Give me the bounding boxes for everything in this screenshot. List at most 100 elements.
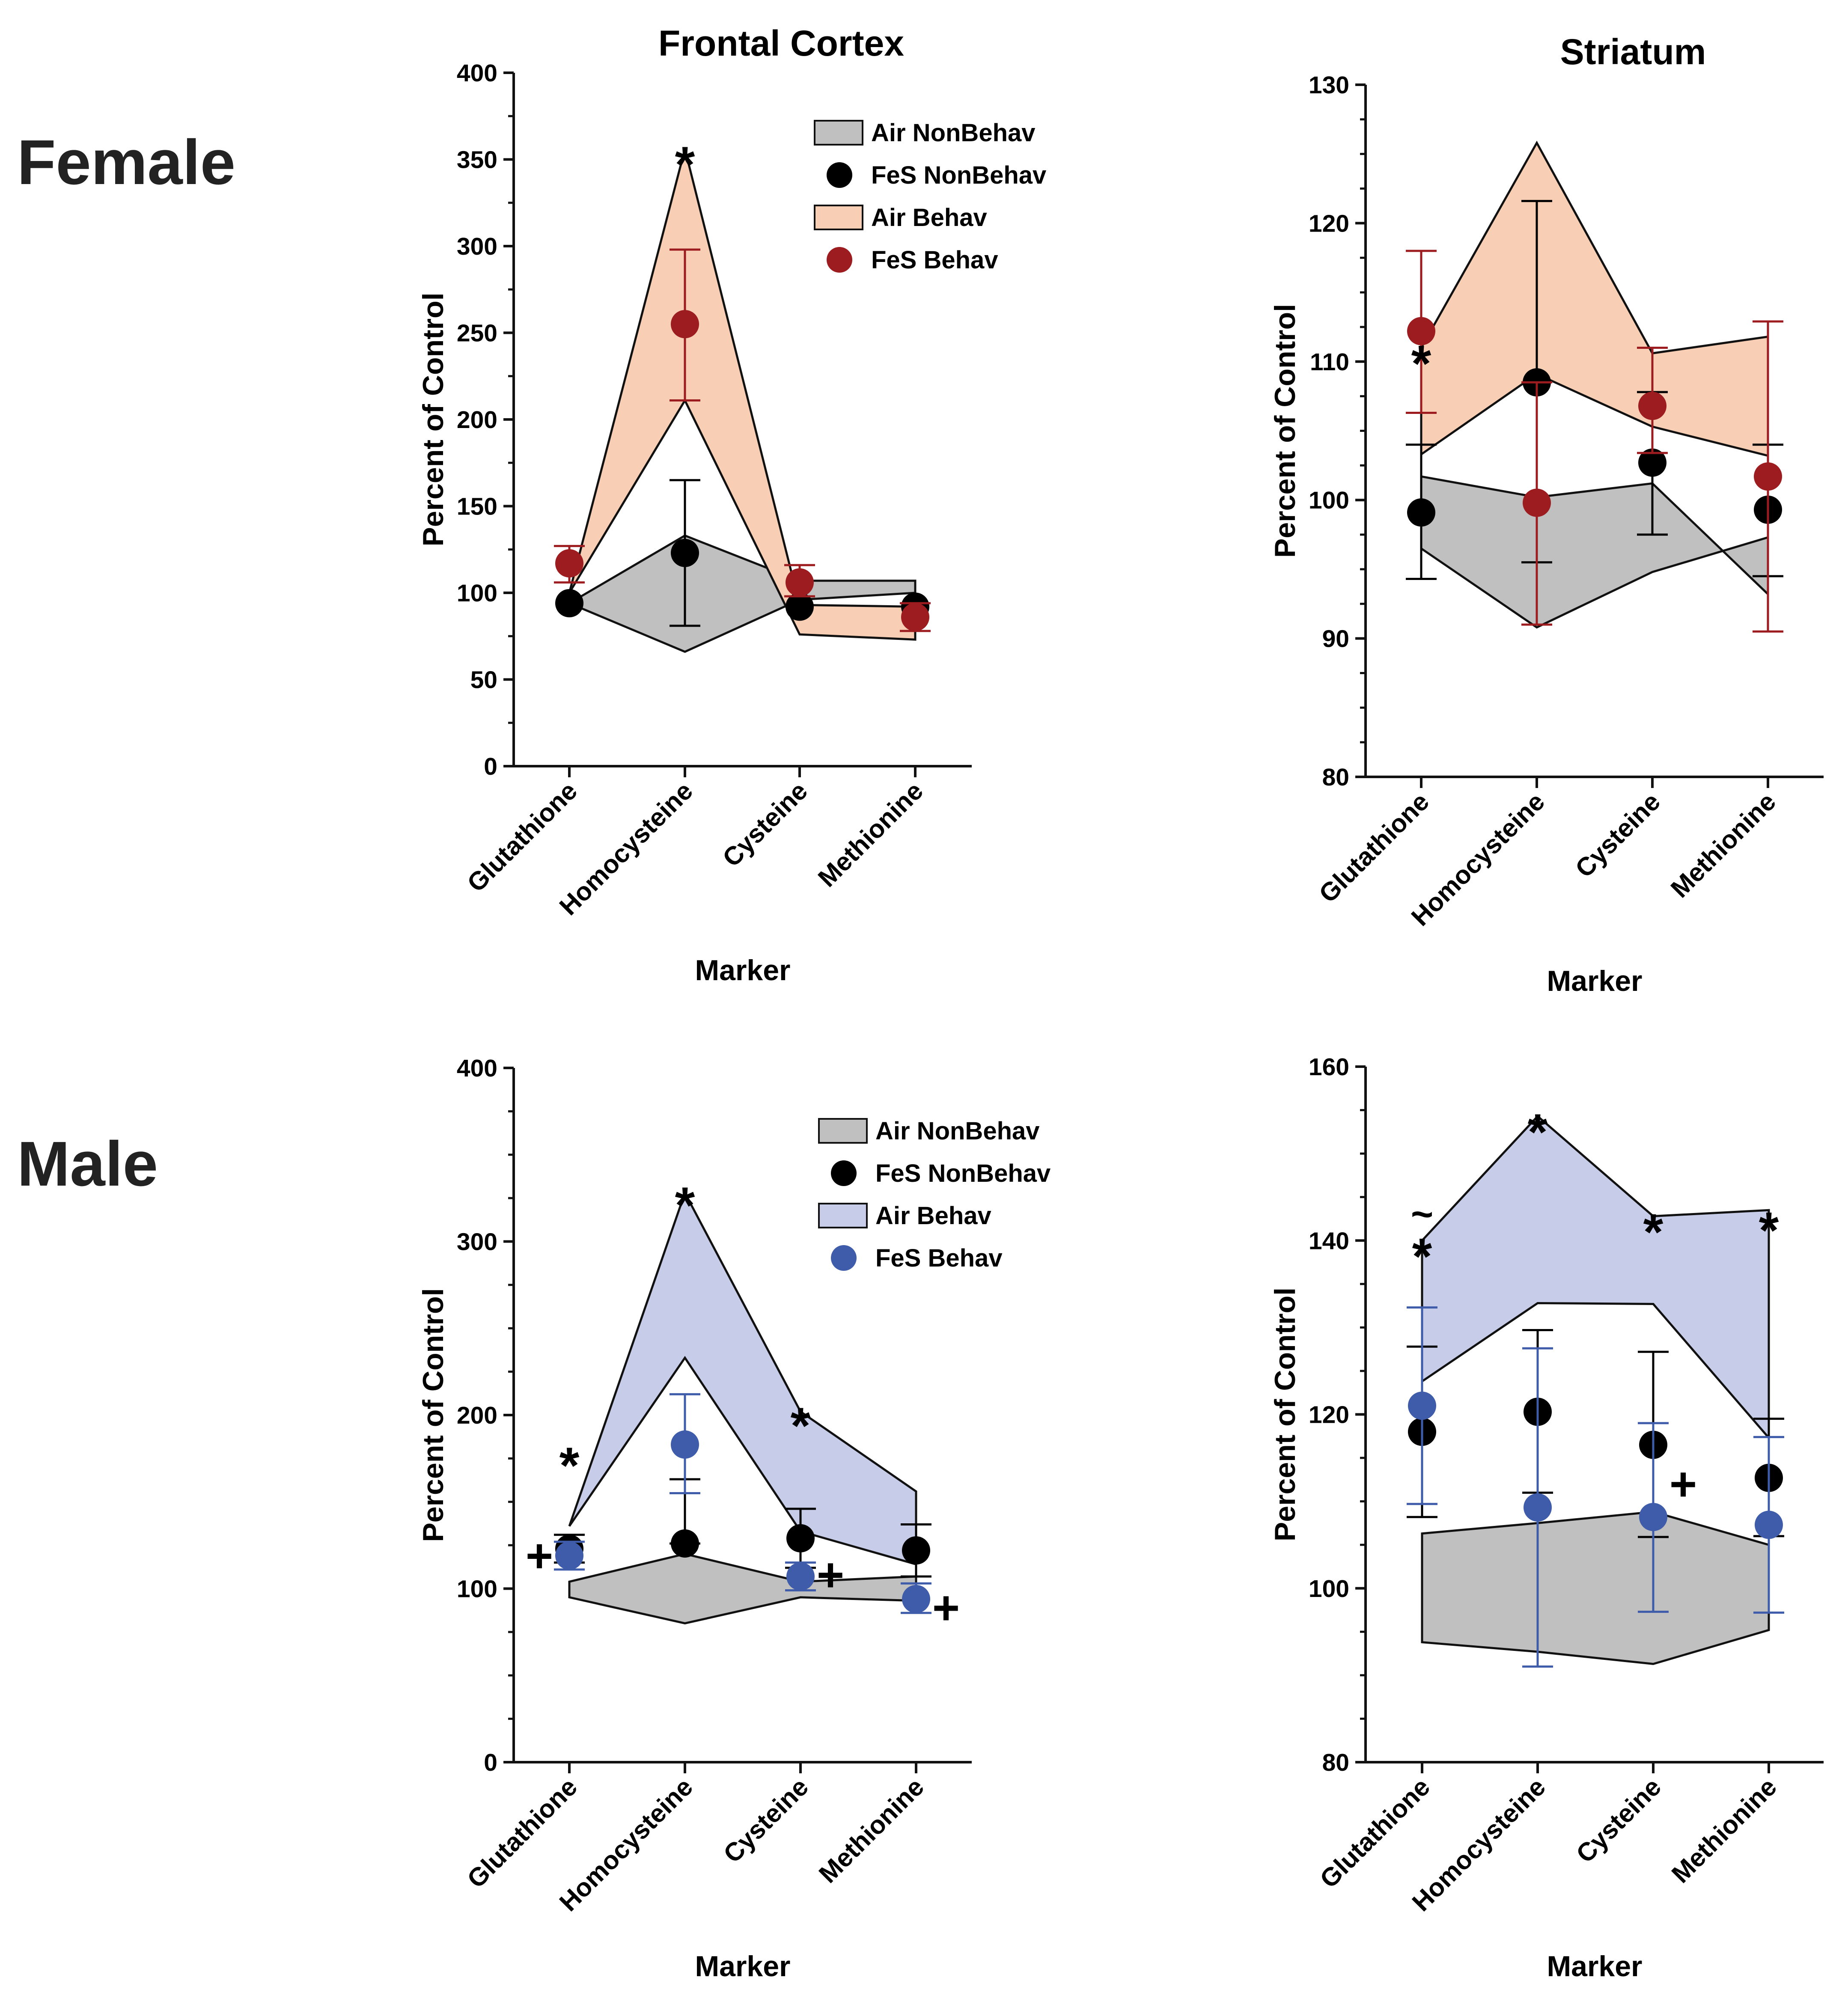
significance-asterisk: *: [1412, 1228, 1432, 1285]
y-tick-label: 400: [457, 1055, 497, 1082]
legend-air-behav-label: Air Behav: [871, 204, 987, 232]
x-category-label: Glutathione: [461, 1772, 583, 1894]
band-air-behav: [1420, 140, 1769, 457]
data-point-fes-behav: [902, 1585, 930, 1613]
y-tick-label: 110: [1310, 348, 1349, 376]
y-tick-label: 200: [457, 1402, 497, 1429]
data-point-fes-behav: [1754, 462, 1782, 491]
data-point-fes-behav: [671, 310, 699, 339]
legend-air-behav-swatch: [818, 1203, 868, 1228]
significance-asterisk: *: [1643, 1203, 1663, 1261]
y-tick-label: 300: [457, 233, 497, 260]
band-air-behav: [1421, 1115, 1770, 1441]
y-tick-label: 100: [1309, 1575, 1349, 1603]
x-category-label: Methionine: [813, 1772, 929, 1888]
legend: Air NonBehav FeS NonBehav Air Behav FeS Beh…: [818, 1117, 1050, 1272]
data-point-fes-nonbehav: [555, 589, 583, 618]
y-tick-label: 0: [484, 753, 497, 780]
x-category-label: Methionine: [1666, 1772, 1782, 1888]
y-tick-label: 350: [457, 146, 497, 174]
x-axis-label: Marker: [695, 1950, 790, 1983]
legend-fes-nonbehav-marker: [827, 162, 852, 188]
legend: Air NonBehav FeS NonBehav Air Behav FeS Beh…: [814, 119, 1046, 274]
y-tick-label: 90: [1322, 625, 1349, 653]
y-tick-label: 140: [1309, 1227, 1349, 1255]
legend-air-behav-label: Air Behav: [875, 1202, 991, 1230]
x-axis-label: Marker: [1547, 965, 1642, 997]
y-tick-label: 120: [1309, 210, 1349, 237]
significance-tilde: ~: [1411, 1193, 1434, 1236]
y-tick-label: 200: [457, 406, 497, 434]
significance-plus: +: [817, 1549, 844, 1601]
x-category-label: Cysteine: [1570, 787, 1666, 883]
y-tick-label: 300: [457, 1228, 497, 1256]
x-category-label: Cysteine: [717, 776, 813, 872]
y-tick-label: 50: [470, 666, 497, 694]
data-point-fes-nonbehav: [786, 1524, 815, 1552]
data-point-fes-behav: [555, 549, 583, 578]
x-category-label: Methionine: [1665, 787, 1781, 903]
significance-asterisk: *: [559, 1437, 580, 1494]
legend-fes-nonbehav-label: FeS NonBehav: [871, 161, 1046, 189]
significance-asterisk: *: [675, 1177, 695, 1234]
band-air-nonbehav: [1420, 475, 1769, 629]
data-point-fes-nonbehav: [902, 1536, 930, 1565]
x-category-label: Glutathione: [1313, 787, 1434, 908]
significance-asterisk: *: [675, 136, 695, 193]
x-category-label: Glutathione: [461, 776, 583, 898]
band-air-nonbehav: [567, 534, 917, 653]
significance-plus: +: [932, 1582, 960, 1634]
x-category-label: Methionine: [812, 776, 928, 892]
y-tick-label: 100: [457, 580, 497, 607]
legend-air-nonbehav-label: Air NonBehav: [875, 1117, 1040, 1145]
y-tick-label: 150: [457, 493, 497, 520]
chart-title: Frontal Cortex: [658, 23, 904, 63]
y-tick-label: 100: [457, 1576, 497, 1603]
y-tick-label: 80: [1322, 1749, 1349, 1776]
y-axis-label: Percent of Control: [1269, 1288, 1301, 1541]
y-axis-label: Percent of Control: [417, 1288, 449, 1542]
x-axis-label: Marker: [695, 954, 790, 987]
row-label-male: Male: [17, 1129, 158, 1199]
y-tick-label: 400: [457, 59, 497, 87]
legend-fes-nonbehav-marker: [831, 1160, 857, 1186]
legend-fes-nonbehav-label: FeS NonBehav: [875, 1160, 1050, 1187]
legend-fes-behav-label: FeS Behav: [871, 246, 998, 274]
band-air-behav: [568, 1190, 917, 1566]
data-point-fes-nonbehav: [671, 1529, 699, 1558]
data-point-fes-behav: [671, 1430, 699, 1459]
row-label-female: Female: [17, 127, 235, 198]
significance-asterisk: *: [1411, 335, 1431, 392]
y-tick-label: 160: [1309, 1053, 1349, 1081]
y-tick-label: 120: [1309, 1401, 1349, 1429]
x-category-label: Cysteine: [1571, 1772, 1666, 1868]
data-point-fes-behav: [1638, 392, 1666, 420]
data-point-fes-nonbehav: [1638, 448, 1666, 477]
data-point-fes-behav: [1524, 1493, 1552, 1522]
data-point-fes-behav: [555, 1541, 583, 1570]
x-category-label: Glutathione: [1314, 1772, 1435, 1894]
y-tick-label: 130: [1309, 71, 1349, 99]
data-point-fes-behav: [786, 1562, 815, 1591]
legend-fes-behav-marker: [831, 1245, 857, 1271]
legend-air-behav-swatch: [814, 205, 863, 230]
data-point-fes-behav: [1408, 1392, 1436, 1420]
significance-asterisk: *: [1759, 1201, 1779, 1259]
legend-air-nonbehav-swatch: [814, 120, 863, 146]
band-air-nonbehav: [1421, 1511, 1770, 1665]
significance-plus: +: [1669, 1458, 1697, 1511]
significance-asterisk: *: [1528, 1103, 1548, 1161]
legend-air-nonbehav-swatch: [818, 1118, 868, 1144]
y-tick-label: 0: [484, 1749, 497, 1776]
band-air-nonbehav: [568, 1552, 917, 1625]
data-point-fes-behav: [1407, 317, 1435, 345]
data-point-fes-nonbehav: [786, 592, 814, 621]
y-tick-label: 250: [457, 320, 497, 347]
data-point-fes-behav: [1755, 1511, 1783, 1539]
chart-title: Striatum: [1560, 32, 1706, 72]
y-tick-label: 80: [1322, 764, 1349, 791]
y-axis-label: Percent of Control: [417, 292, 449, 546]
data-point-fes-nonbehav: [1407, 498, 1435, 527]
